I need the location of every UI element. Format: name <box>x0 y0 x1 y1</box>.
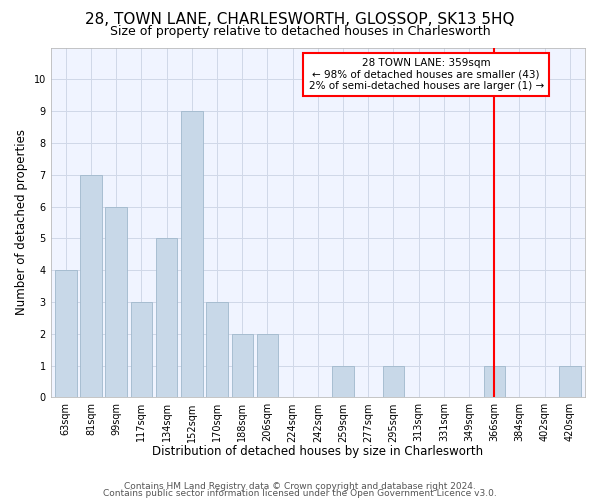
Text: Contains HM Land Registry data © Crown copyright and database right 2024.: Contains HM Land Registry data © Crown c… <box>124 482 476 491</box>
Bar <box>156 238 178 398</box>
Bar <box>206 302 228 398</box>
Bar <box>484 366 505 398</box>
Text: 28 TOWN LANE: 359sqm
← 98% of detached houses are smaller (43)
2% of semi-detach: 28 TOWN LANE: 359sqm ← 98% of detached h… <box>308 58 544 91</box>
X-axis label: Distribution of detached houses by size in Charlesworth: Distribution of detached houses by size … <box>152 444 484 458</box>
Bar <box>106 206 127 398</box>
Bar <box>181 111 203 398</box>
Y-axis label: Number of detached properties: Number of detached properties <box>15 130 28 316</box>
Bar <box>257 334 278 398</box>
Bar <box>131 302 152 398</box>
Bar <box>332 366 354 398</box>
Bar <box>80 174 102 398</box>
Bar <box>559 366 581 398</box>
Text: 28, TOWN LANE, CHARLESWORTH, GLOSSOP, SK13 5HQ: 28, TOWN LANE, CHARLESWORTH, GLOSSOP, SK… <box>85 12 515 28</box>
Text: Size of property relative to detached houses in Charlesworth: Size of property relative to detached ho… <box>110 25 490 38</box>
Bar <box>232 334 253 398</box>
Text: Contains public sector information licensed under the Open Government Licence v3: Contains public sector information licen… <box>103 490 497 498</box>
Bar <box>383 366 404 398</box>
Bar <box>55 270 77 398</box>
